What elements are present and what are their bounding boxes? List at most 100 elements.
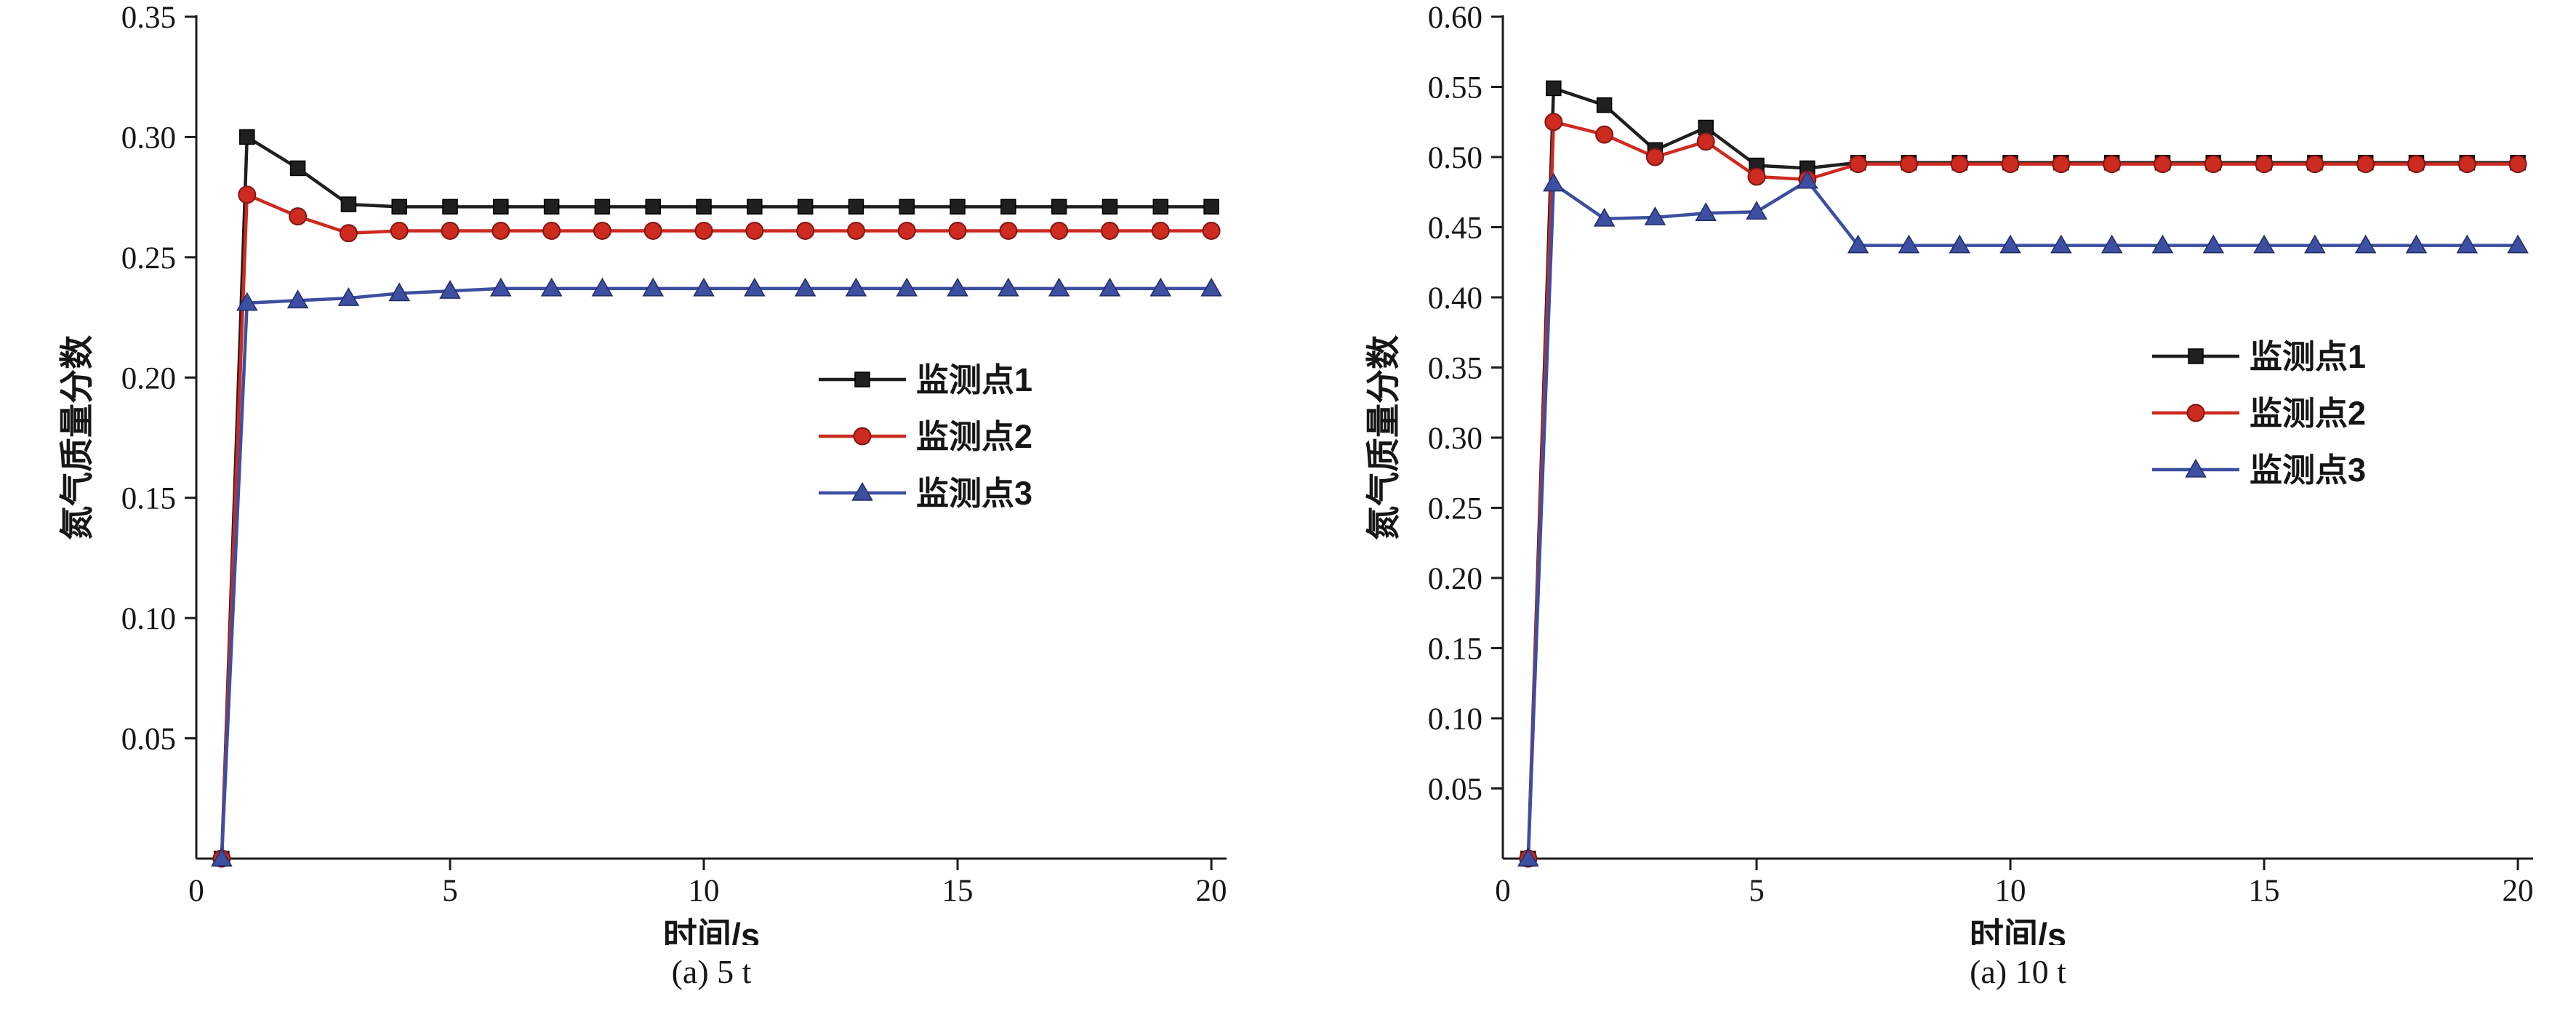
y-tick-label: 0.40 (1428, 281, 1482, 316)
circle-marker (2356, 155, 2375, 174)
circle-marker (853, 427, 872, 446)
legend: 监测点1 监测点2 监测点3 (2152, 338, 2366, 489)
circle-marker (1849, 155, 1868, 174)
triangle-marker (744, 277, 766, 297)
circle-marker (1050, 221, 1069, 240)
triangle-marker (1898, 234, 1920, 254)
square-marker (1051, 198, 1067, 215)
y-tick-label: 0.05 (1428, 773, 1482, 807)
triangle-marker (2185, 458, 2207, 478)
axes: 0.05 0.10 0.15 0.20 0.25 0.30 0.35 0 5 10 15 20 (121, 1, 1227, 908)
chart-figure-10t: 0.05 0.10 0.15 0.20 0.25 0.30 0.35 0.40 0.45 0.50… (1287, 0, 2576, 1012)
series-line (220, 135, 1212, 859)
x-tick-label: 20 (2503, 874, 2534, 908)
triangle-marker (1847, 234, 1869, 254)
circle-marker (2508, 155, 2527, 174)
series-triangle (211, 277, 1222, 867)
circle-marker (1544, 113, 1563, 132)
square-marker (1152, 198, 1169, 215)
series-square (1520, 80, 2526, 867)
triangle-marker (490, 277, 512, 297)
x-tick-label: 15 (2249, 874, 2280, 908)
triangle-marker (1200, 277, 1222, 297)
circle-marker (593, 221, 611, 240)
triangle-marker (2253, 234, 2275, 254)
y-tick-label: 0.20 (121, 361, 176, 395)
legend-label: 监测点1 (916, 361, 1032, 398)
y-tick-label: 0.10 (121, 602, 176, 636)
square-marker (696, 198, 712, 215)
circle-marker (2186, 403, 2205, 422)
triangle-marker (1593, 207, 1616, 227)
circle-marker (390, 221, 409, 240)
series-line (1526, 120, 2519, 859)
triangle-marker (1543, 172, 1565, 192)
triangle-marker (2304, 234, 2326, 254)
series-triangle (1517, 169, 2529, 867)
y-tick-label: 0.10 (1428, 702, 1482, 736)
series-line (1526, 87, 2519, 859)
y-tick-label: 0.25 (1428, 492, 1482, 526)
circle-marker (289, 207, 308, 226)
circle-marker (2001, 155, 2020, 174)
chart-10t-plot: 0.05 0.10 0.15 0.20 0.25 0.30 0.35 0.40 0.45 0.50… (1287, 0, 2576, 945)
circle-marker (1100, 221, 1119, 240)
y-tick-label: 0.15 (121, 482, 176, 516)
square-marker (848, 198, 864, 215)
y-tick-label: 0.35 (121, 1, 176, 35)
triangle-marker (388, 282, 411, 302)
y-axis-title: 氮气质量分数 (1364, 335, 1403, 540)
x-tick-label: 15 (942, 874, 974, 908)
triangle-marker (2151, 234, 2174, 254)
series-lines (1517, 80, 2529, 868)
square-marker (1596, 97, 1613, 113)
square-marker (2188, 348, 2204, 364)
circle-marker (745, 221, 764, 240)
chart-10t-caption: (a) 10 t (1970, 953, 2066, 990)
triangle-marker (1048, 277, 1070, 297)
legend-label: 监测点3 (916, 475, 1032, 512)
circle-marker (2204, 155, 2223, 174)
y-tick-label: 0.50 (1428, 141, 1482, 175)
series-circle (1519, 113, 2527, 868)
x-tick-label: 10 (1995, 874, 2026, 908)
circle-marker (1899, 155, 1918, 174)
circle-marker (2407, 155, 2425, 174)
square-marker (239, 129, 255, 145)
axes: 0.05 0.10 0.15 0.20 0.25 0.30 0.35 0.40 0.45 0.50… (1428, 1, 2534, 908)
square-marker (1203, 198, 1219, 215)
square-marker (1546, 80, 1562, 97)
triangle-marker (591, 277, 614, 297)
square-marker (1000, 198, 1016, 215)
y-axis-title: 氮气质量分数 (57, 335, 96, 540)
triangle-marker (1695, 202, 1717, 221)
triangle-marker (236, 292, 258, 311)
circle-marker (948, 221, 967, 240)
circle-marker (846, 221, 865, 240)
square-marker (442, 198, 458, 215)
triangle-marker (1746, 201, 1768, 220)
triangle-marker (998, 277, 1019, 297)
triangle-marker (211, 847, 233, 867)
circle-marker (643, 221, 662, 240)
square-marker (950, 198, 966, 215)
x-tick-label: 5 (1749, 874, 1765, 908)
x-tick-label: 0 (188, 874, 204, 908)
square-marker (645, 198, 661, 215)
circle-marker (2153, 155, 2172, 174)
square-marker (594, 198, 611, 215)
circle-marker (238, 185, 257, 204)
y-tick-label: 0.55 (1428, 71, 1482, 105)
square-marker (391, 198, 407, 215)
triangle-marker (2100, 234, 2123, 254)
square-marker (493, 198, 509, 215)
square-marker (747, 198, 763, 215)
triangle-marker (1644, 206, 1666, 225)
circle-marker (897, 221, 916, 240)
triangle-marker (1797, 169, 1818, 189)
triangle-marker (2050, 234, 2072, 254)
series-lines (211, 129, 1222, 868)
circle-marker (999, 221, 1018, 240)
circle-marker (2255, 155, 2274, 174)
series-square (214, 129, 1219, 867)
